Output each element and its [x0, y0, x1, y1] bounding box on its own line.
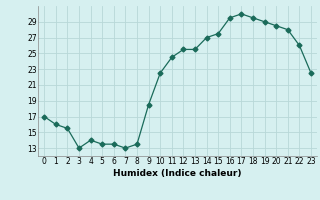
X-axis label: Humidex (Indice chaleur): Humidex (Indice chaleur) [113, 169, 242, 178]
